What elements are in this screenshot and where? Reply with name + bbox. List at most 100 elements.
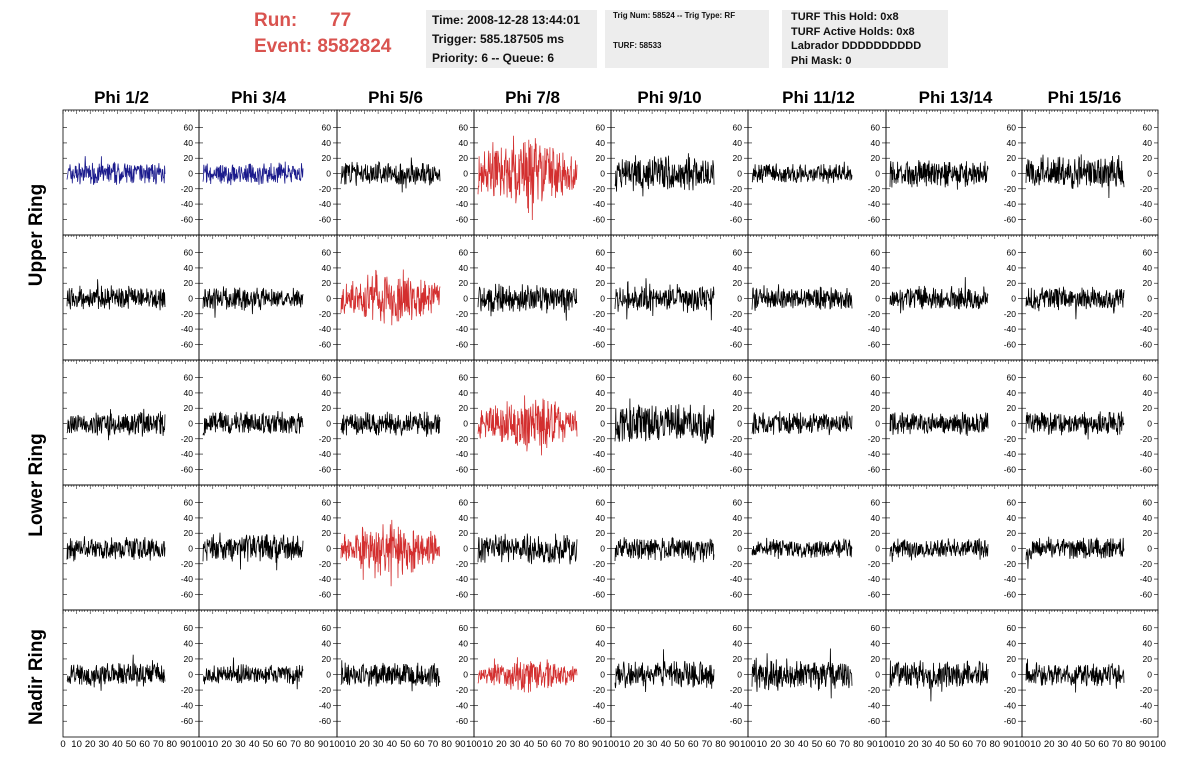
y-tick-label: 20	[1007, 654, 1017, 664]
waveform-panel: -60 -40 -20 0 20 40 60	[473, 609, 612, 738]
x-tick-label: 10	[619, 739, 630, 750]
y-tick-label: -20	[181, 559, 194, 569]
run-label: Run:	[254, 10, 298, 31]
x-tick-label: 30	[99, 739, 110, 750]
x-tick-label: 0	[60, 739, 65, 750]
x-tick-label: 20	[770, 739, 781, 750]
y-tick-label: 40	[184, 138, 194, 148]
y-tick-label: -60	[181, 339, 194, 349]
y-tick-label: 40	[733, 388, 743, 398]
waveform-trace	[66, 654, 166, 691]
y-tick-label: -40	[181, 574, 194, 584]
y-tick-label: 40	[322, 513, 332, 523]
y-tick-label: 60	[184, 248, 194, 258]
y-tick-label: -20	[868, 309, 881, 319]
y-tick-label: 0	[463, 419, 468, 429]
y-tick-label: 40	[459, 513, 469, 523]
waveform-trace	[751, 411, 853, 436]
waveform-panel: -60 -40 -20 0 20 40 60	[885, 234, 1023, 361]
y-tick-label: -20	[730, 309, 743, 319]
waveform-panel: -60 -40 -20 0 20 40 60	[62, 109, 200, 236]
waveform-trace	[751, 537, 853, 559]
waveform-panel: -60 -40 -20 0 20 40 60	[62, 484, 200, 611]
y-tick-label: 20	[1007, 528, 1017, 538]
x-tick-label: 90	[867, 739, 878, 750]
y-tick-label: 60	[596, 123, 606, 133]
y-tick-label: 0	[326, 169, 331, 179]
y-tick-label: -40	[1140, 574, 1153, 584]
waveform-panel: -60 -40 -20 0 20 40 60	[747, 484, 887, 611]
y-tick-label: 40	[322, 388, 332, 398]
waveform-trace	[202, 657, 304, 690]
y-tick-label: 20	[733, 278, 743, 288]
waveform-trace	[614, 536, 715, 563]
waveform-trace	[751, 648, 853, 699]
waveform-panel: -60 -40 -20 0 20 40 60	[1021, 484, 1159, 611]
waveform-trace	[66, 156, 166, 185]
priority-text: Priority: 6 -- Queue: 6	[432, 51, 555, 65]
y-tick-label: -60	[730, 716, 743, 726]
y-tick-label: -60	[1140, 589, 1153, 599]
y-tick-label: -60	[456, 464, 469, 474]
y-tick-label: -20	[868, 559, 881, 569]
y-tick-label: 20	[184, 654, 194, 664]
y-tick-label: 60	[733, 373, 743, 383]
y-tick-label: 20	[1007, 153, 1017, 163]
y-tick-label: -40	[730, 449, 743, 459]
y-tick-label: -40	[868, 701, 881, 711]
y-tick-label: 20	[596, 528, 606, 538]
waveform-trace	[1025, 411, 1125, 440]
y-tick-label: -60	[319, 464, 332, 474]
y-tick-label: -40	[456, 324, 469, 334]
y-tick-label: -20	[730, 434, 743, 444]
y-tick-label: 0	[600, 419, 605, 429]
x-tick-label: 50	[1085, 739, 1096, 750]
y-tick-label: -40	[456, 574, 469, 584]
y-tick-label: 0	[737, 294, 742, 304]
x-tick-label: 40	[524, 739, 535, 750]
waveform-panel: -60 -40 -20 0 20 40 60	[336, 234, 475, 361]
y-tick-label: -20	[730, 184, 743, 194]
y-tick-label: 20	[596, 278, 606, 288]
y-tick-label: 0	[463, 670, 468, 680]
waveform-panel: -60 -40 -20 0 20 40 60	[198, 484, 338, 611]
x-tick-label: 70	[290, 739, 301, 750]
y-tick-label: 20	[733, 153, 743, 163]
x-tick-label: 40	[112, 739, 123, 750]
turf-info-box: TURF This Hold: 0x8 TURF Active Holds: 0…	[782, 10, 948, 68]
y-tick-label: -20	[1140, 434, 1153, 444]
y-tick-label: 20	[322, 403, 332, 413]
y-tick-label: 60	[871, 623, 881, 633]
x-tick-label: 20	[908, 739, 919, 750]
turf-text: TURF: 58533	[613, 41, 662, 50]
y-tick-label: 0	[188, 670, 193, 680]
y-tick-label: 0	[875, 419, 880, 429]
y-tick-label: -60	[1004, 464, 1017, 474]
column-header-phi-7-8: Phi 7/8	[505, 88, 560, 107]
waveform-trace	[614, 649, 715, 693]
y-tick-label: 60	[733, 498, 743, 508]
trig-num-text: Trig Num: 58524 -- Trig Type: RF	[613, 11, 736, 20]
waveform-trace	[1025, 286, 1125, 320]
waveform-panel: -60 -40 -20 0 20 40 60	[885, 484, 1023, 611]
y-tick-label: 20	[1143, 403, 1153, 413]
y-tick-label: 0	[1147, 544, 1152, 554]
y-tick-label: -40	[181, 199, 194, 209]
y-tick-label: -60	[181, 589, 194, 599]
y-tick-label: 20	[871, 153, 881, 163]
x-tick-label: 10	[345, 739, 356, 750]
y-tick-label: 20	[1143, 153, 1153, 163]
waveform-panel: -60 -40 -20 0 20 40 60	[885, 359, 1023, 486]
waveform-panel: -60 -40 -20 0 20 40 60	[62, 359, 200, 486]
y-tick-label: 40	[1007, 263, 1017, 273]
x-tick-label: 40	[798, 739, 809, 750]
waveform-panel: -60 -40 -20 0 20 40 60	[198, 109, 338, 236]
y-tick-label: 0	[188, 294, 193, 304]
y-tick-label: -60	[181, 716, 194, 726]
y-tick-label: 20	[459, 153, 469, 163]
y-tick-label: -60	[1004, 716, 1017, 726]
y-tick-label: 60	[596, 623, 606, 633]
y-tick-label: 40	[596, 138, 606, 148]
y-tick-label: -20	[868, 434, 881, 444]
y-tick-label: 60	[322, 623, 332, 633]
